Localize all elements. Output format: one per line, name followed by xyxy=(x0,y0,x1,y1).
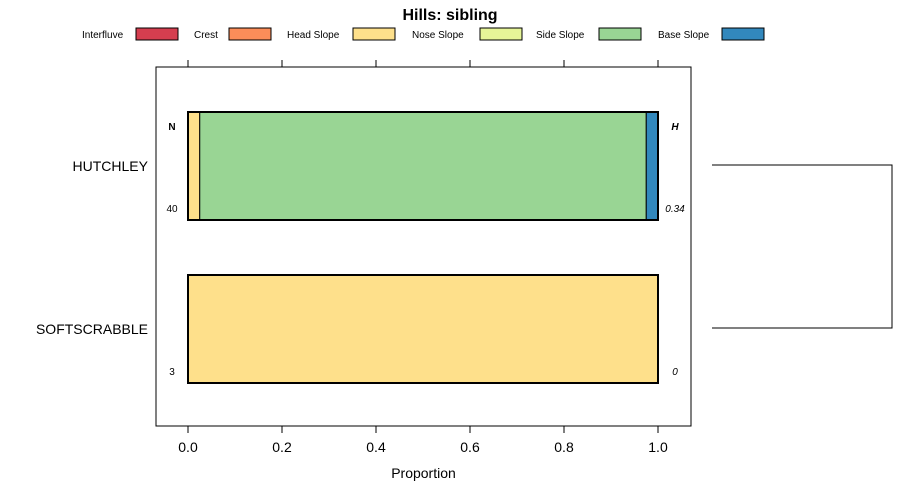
legend-swatch-base-slope xyxy=(721,27,765,41)
legend-swatch-interfluve xyxy=(135,27,179,41)
legend: Interfluve Crest Head Slope Nose Slope Side … xyxy=(82,27,765,41)
category-label-softscrabble: SOFTSCRABBLE xyxy=(36,321,148,337)
h-value-hutchley: 0.34 xyxy=(665,204,685,215)
legend-swatch-nose-slope xyxy=(479,27,523,41)
legend-label-side-slope: Side Slope xyxy=(536,30,585,41)
x-tick-label: 0.0 xyxy=(178,439,198,455)
dendrogram-link xyxy=(712,164,893,329)
h-value-softscrabble: 0 xyxy=(672,367,678,378)
x-tick-label: 1.0 xyxy=(648,439,668,455)
bar-hutchley-head-slope xyxy=(187,111,201,221)
bar-outline-hutchley xyxy=(187,111,659,221)
x-tick-label: 0.4 xyxy=(366,439,386,455)
n-value-hutchley: 40 xyxy=(166,204,178,215)
x-tick-label: 0.6 xyxy=(460,439,480,455)
legend-label-head-slope: Head Slope xyxy=(287,30,340,41)
legend-swatch-head-slope xyxy=(352,27,396,41)
legend-label-crest: Crest xyxy=(194,30,218,41)
x-tick-label: 0.2 xyxy=(272,439,292,455)
category-label-hutchley: HUTCHLEY xyxy=(73,158,149,174)
bar-softscrabble-head-slope xyxy=(187,274,659,384)
annotations: N H 40 0.34 3 0 xyxy=(166,122,685,378)
bar-hutchley-side-slope xyxy=(199,111,647,221)
x-axis: 0.0 0.2 0.4 0.6 0.8 1.0 xyxy=(178,60,668,455)
n-header: N xyxy=(168,122,175,133)
bar-outline-softscrabble xyxy=(187,274,659,384)
n-value-softscrabble: 3 xyxy=(169,367,175,378)
h-header: H xyxy=(671,122,679,133)
bar-hutchley-base-slope xyxy=(645,111,659,221)
legend-label-base-slope: Base Slope xyxy=(658,30,710,41)
bars: HUTCHLEY SOFTSCRABBLE xyxy=(36,111,659,384)
x-axis-label: Proportion xyxy=(391,465,456,481)
plot-frame xyxy=(155,66,692,427)
x-tick-label: 0.8 xyxy=(554,439,574,455)
chart-title: Hills: sibling xyxy=(402,7,497,24)
legend-swatch-crest xyxy=(228,27,272,41)
legend-swatch-side-slope xyxy=(598,27,642,41)
legend-label-interfluve: Interfluve xyxy=(82,30,124,41)
legend-label-nose-slope: Nose Slope xyxy=(412,30,464,41)
dendrogram xyxy=(712,164,893,329)
